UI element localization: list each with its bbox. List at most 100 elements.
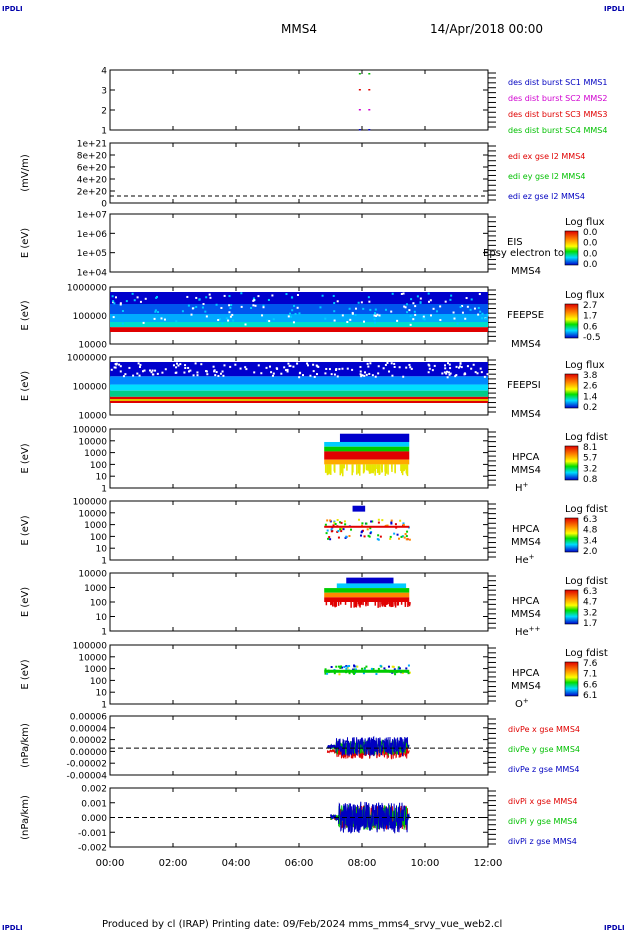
colorbar-tick-label: 5.7 (583, 454, 597, 464)
spectro-speck (340, 530, 343, 533)
y-tick-label: 1 (101, 628, 107, 638)
spectro-speck (368, 300, 371, 303)
spectro-speck (336, 519, 339, 522)
spectro-speck (317, 365, 320, 368)
spectro-speck (401, 535, 404, 538)
spectro-speck (309, 374, 312, 377)
spectro-speck (386, 362, 389, 365)
legend-label: divPi x gse MMS4 (508, 797, 577, 806)
colorbar-tick-label: 8.1 (583, 443, 597, 453)
spectro-speck (377, 602, 379, 608)
spectro-speck (362, 672, 365, 675)
colorbar-tick-label: 2.0 (583, 547, 598, 557)
spectro-speck (408, 671, 411, 674)
spectro-speck (333, 373, 336, 376)
spectro-speck (365, 602, 367, 606)
colorbar-tick-label: 3.8 (583, 371, 598, 381)
y-tick-label: 0.001 (81, 799, 107, 809)
spectro-speck (363, 464, 366, 470)
instrument-label: EIS (507, 237, 523, 248)
spectro-speck (446, 362, 449, 365)
spectro-speck (361, 667, 364, 670)
spectro-speck (394, 602, 396, 606)
spectro-speck (374, 602, 377, 606)
spectro-speck (476, 372, 479, 375)
spectro-speck (400, 292, 403, 295)
spectro-speck (361, 522, 364, 525)
spectro-speck (114, 362, 117, 365)
spectro-speck (354, 668, 357, 671)
spectro-band (324, 459, 410, 465)
spectro-speck (296, 306, 299, 309)
y-tick-label: 2 (101, 107, 107, 117)
spectro-speck (357, 464, 360, 474)
spectro-speck (341, 527, 344, 530)
spectro-speck (356, 464, 358, 475)
spectro-speck (229, 315, 232, 318)
spectro-speck (331, 602, 333, 605)
species-label: H+ (515, 481, 529, 494)
spectro-speck (369, 532, 372, 535)
y-tick-label: 10 (96, 473, 108, 483)
spectro-speck (427, 300, 430, 303)
spectro-speck (154, 309, 157, 312)
spectro-speck (410, 298, 413, 301)
spectro-speck (240, 305, 243, 308)
spectro-speck (346, 320, 349, 323)
spectro-speck (363, 667, 366, 670)
spectro-speck (154, 369, 157, 372)
spectro-speck (448, 373, 451, 376)
panel-hpca-hepp: 10000 1000 100 10 1 E (eV) HPCA MMS4 He++ Log fdi… (20, 570, 608, 639)
spectro-speck (391, 374, 394, 377)
spectro-speck (346, 666, 349, 669)
colorbar-title: Log flux (565, 217, 605, 228)
y-tick-label: 1000000 (67, 284, 107, 294)
spectro-speck (354, 307, 357, 310)
x-tick-label: 04:00 (222, 858, 251, 869)
spectro-speck (326, 529, 329, 532)
spectro-speck (343, 464, 346, 469)
spectro-band (324, 669, 410, 673)
y-tick-label: 100 (90, 461, 107, 471)
spectro-speck (377, 534, 380, 537)
spectro-speck (416, 295, 419, 298)
y-tick-label: 0.002 (81, 785, 107, 795)
spectro-speck (371, 374, 374, 377)
spectro-speck (333, 520, 336, 523)
spectro-speck (324, 672, 327, 675)
spectro-speck (201, 306, 204, 309)
spectro-speck (390, 310, 393, 313)
species-charge: + (523, 481, 529, 489)
spectro-speck (408, 309, 411, 312)
spectro-speck (402, 375, 405, 378)
spectro-speck (337, 665, 340, 668)
spectro-speck (383, 602, 386, 607)
spectro-speck (353, 665, 356, 668)
spectro-speck (393, 532, 396, 535)
colorbar (564, 589, 579, 625)
legend-label: edi ez gse l2 MMS4 (508, 192, 585, 201)
spectro-speck (329, 519, 332, 522)
spectro-speck (477, 313, 480, 316)
colorbar-tick-label: 6.1 (583, 691, 597, 701)
colorbar (564, 303, 579, 339)
panel-frame (109, 69, 489, 131)
header-date: 14/Apr/2018 00:00 (430, 22, 544, 36)
y-tick-label: -0.00002 (67, 760, 107, 770)
spectro-speck (160, 317, 163, 320)
y-tick-label: 1e+07 (77, 211, 107, 221)
spectro-speck (283, 366, 286, 369)
spectro-band (110, 390, 488, 397)
spectro-speck (407, 602, 409, 607)
spectro-speck (119, 365, 122, 368)
y-tick-label: 0.000 (81, 814, 107, 824)
spectro-speck (387, 602, 389, 605)
instrument-label: HPCA (512, 596, 540, 607)
spectro-speck (363, 535, 366, 538)
spectro-speck (139, 363, 142, 366)
spectro-speck (369, 362, 372, 365)
y-tick-label: 4 (101, 67, 107, 77)
panel-frame (109, 500, 489, 561)
spectro-speck (394, 464, 396, 474)
y-tick-label: -0.00004 (67, 772, 108, 782)
